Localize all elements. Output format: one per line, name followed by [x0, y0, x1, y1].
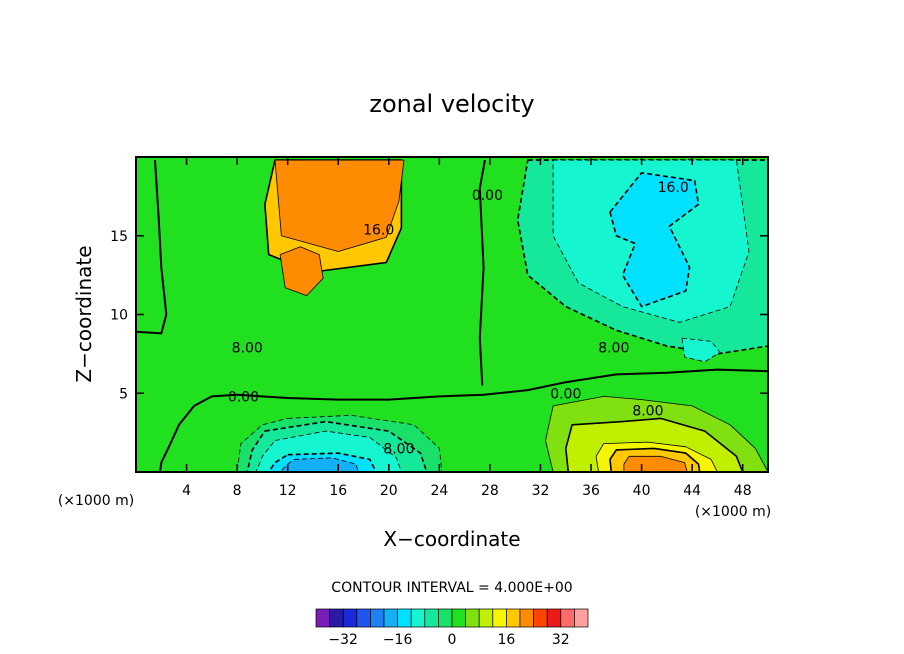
colorbar-swatch — [519, 608, 534, 628]
x-tick-label: 40 — [633, 483, 651, 499]
colorbar-swatch — [424, 608, 439, 628]
x-unit-right: (×1000 m) — [695, 504, 771, 520]
colorbar-swatch — [342, 608, 358, 628]
contour-label: 0.00 — [472, 188, 503, 204]
x-axis-label: X−coordinate — [383, 527, 520, 551]
colorbar-swatch — [397, 608, 412, 628]
colorbar-swatch — [492, 608, 507, 628]
x-tick-label: 16 — [329, 483, 347, 499]
y-tick-label: 5 — [119, 386, 128, 402]
contour-label: 16.0 — [658, 180, 689, 196]
zero-contour-line — [136, 160, 168, 335]
colorbar-swatch — [451, 608, 466, 628]
y-axis-label: Z−coordinate — [72, 245, 96, 382]
contour-region — [681, 337, 721, 363]
colorbar-swatch — [506, 608, 521, 628]
colorbar-labels: −32 −16 0 16 32 — [328, 632, 569, 648]
colorbar-swatch — [438, 608, 453, 628]
colorbar-swatch — [546, 608, 562, 628]
colorbar-label: 32 — [552, 632, 570, 648]
contour-label: 8.00 — [383, 441, 414, 457]
contour-label: 8.00 — [232, 341, 263, 357]
x-unit-left: (×1000 m) — [58, 493, 134, 509]
x-tick-label: 12 — [279, 483, 297, 499]
x-tick-label: 8 — [233, 483, 242, 499]
zero-contours — [136, 159, 768, 472]
colorbar-swatch — [315, 608, 330, 628]
x-tick-label: 20 — [380, 483, 398, 499]
x-tick-label: 32 — [532, 483, 550, 499]
colorbar-label: 16 — [497, 632, 515, 648]
colorbar-swatch — [383, 608, 398, 628]
zero-contour-line — [159, 368, 768, 472]
colorbar-swatch — [560, 608, 575, 628]
y-tick-label: 15 — [110, 229, 128, 245]
contour-label: 8.00 — [632, 404, 663, 420]
colorbar-label: 0 — [448, 632, 457, 648]
contour-fills — [236, 159, 768, 472]
colorbar — [315, 608, 589, 628]
zero-contour-line — [478, 159, 486, 386]
contour-region — [274, 159, 405, 252]
colorbar-label: −16 — [383, 632, 413, 648]
colorbar-swatch — [410, 608, 426, 628]
contour-region — [623, 455, 688, 472]
colorbar-swatch — [533, 608, 548, 628]
chart-title: zonal velocity — [369, 90, 534, 118]
contour-label: 0.00 — [228, 389, 259, 405]
contour-region — [609, 172, 700, 308]
x-tick-label: 48 — [734, 483, 752, 499]
x-tick-label: 24 — [430, 483, 448, 499]
x-tick-label: 44 — [683, 483, 701, 499]
contour-label: 0.00 — [550, 386, 581, 402]
x-tick-label: 36 — [582, 483, 600, 499]
colorbar-swatch — [356, 608, 371, 628]
colorbar-swatch — [465, 608, 480, 628]
colorbar-swatch — [478, 608, 494, 628]
contour-region — [279, 246, 324, 296]
plot-area: 16.0 16.0 0.00 8.00 8.00 0.00 0.00 8.00 8.00 — [136, 157, 768, 472]
colorbar-swatch — [574, 608, 589, 628]
contour-interval-text: CONTOUR INTERVAL = 4.000E+00 — [331, 580, 572, 596]
x-tick-label: 28 — [481, 483, 499, 499]
colorbar-swatch — [329, 608, 344, 628]
contour-labels: 16.0 16.0 0.00 8.00 8.00 0.00 0.00 8.00 8.00 — [228, 180, 689, 458]
contour-label: 16.0 — [363, 222, 394, 238]
y-axis-ticks: 5 10 15 — [110, 229, 768, 402]
x-axis-ticks: 4 8 12 16 20 24 28 32 36 40 44 48 — [182, 157, 752, 499]
x-tick-label: 4 — [182, 483, 191, 499]
colorbar-swatch — [370, 608, 385, 628]
y-tick-label: 10 — [110, 308, 128, 324]
contour-label: 8.00 — [598, 341, 629, 357]
colorbar-label: −32 — [328, 632, 358, 648]
